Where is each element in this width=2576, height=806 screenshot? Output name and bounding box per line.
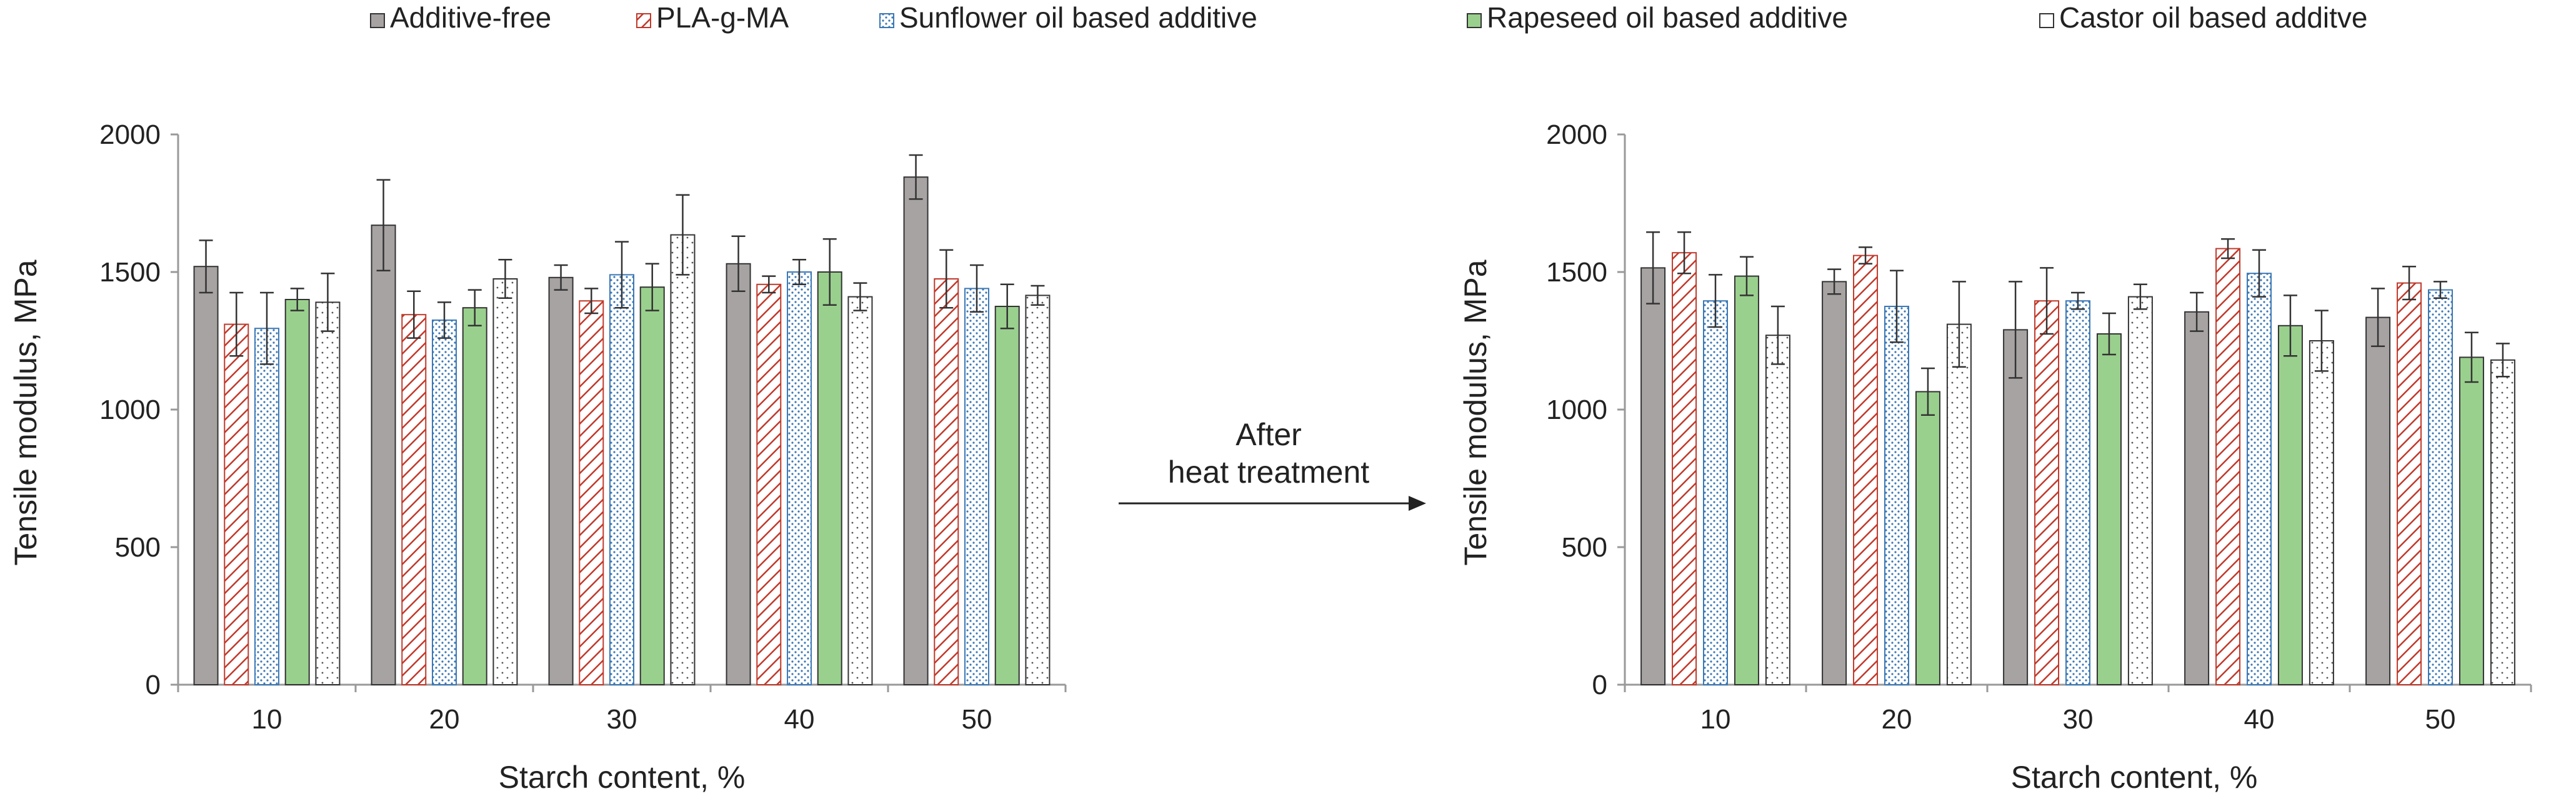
bar-rapeseed xyxy=(462,307,487,685)
bar-additive-free xyxy=(1640,267,1666,685)
bar-pla-g-ma xyxy=(401,314,427,685)
legend-label: Sunflower oil based additive xyxy=(899,1,1257,34)
bar-castor xyxy=(315,301,341,685)
bar-rapeseed xyxy=(639,286,665,685)
bar-pla-g-ma xyxy=(2397,282,2422,686)
bar-castor xyxy=(2127,296,2153,686)
heat-treatment-arrow: After heat treatment xyxy=(1119,417,1426,511)
x-axis-label: Starch content, % xyxy=(499,760,746,795)
legend-label: Castor oil based additve xyxy=(2059,1,2368,34)
bar-castor xyxy=(2309,340,2334,685)
legend-swatch xyxy=(879,13,894,28)
bar-castor xyxy=(1025,295,1051,685)
y-tick-label: 500 xyxy=(115,532,161,563)
bar-sunflower xyxy=(254,328,279,685)
legend-label: Rapeseed oil based additive xyxy=(1487,1,1848,34)
bar-additive-free xyxy=(548,276,574,685)
bar-additive-free xyxy=(193,266,219,685)
y-tick-label: 2000 xyxy=(1546,119,1607,150)
legend-swatch xyxy=(2039,13,2054,28)
bar-sunflower xyxy=(2428,289,2453,686)
bar-additive-free xyxy=(1822,281,1847,685)
y-tick-label: 2000 xyxy=(99,119,161,150)
legend-label: PLA-g-MA xyxy=(656,1,789,34)
bar-additive-free xyxy=(2365,316,2391,686)
legend-item-pla-g-ma: PLA-g-MA xyxy=(636,1,789,34)
legend-swatch xyxy=(1467,13,1482,28)
arrow-label-line2: heat treatment xyxy=(1168,455,1370,490)
bar-rapeseed xyxy=(1734,275,1759,686)
legend: Additive-free PLA-g-MA Sunflower oil bas… xyxy=(370,1,2368,34)
bar-additive-free xyxy=(2184,311,2210,685)
x-tick-label: 50 xyxy=(2425,704,2456,735)
bar-sunflower xyxy=(432,320,457,685)
x-tick-label: 40 xyxy=(2244,704,2275,735)
legend-item-rapeseed: Rapeseed oil based additive xyxy=(1467,1,1848,34)
x-tick-label: 10 xyxy=(1700,704,1731,735)
x-tick-label: 20 xyxy=(429,704,460,735)
bar-rapeseed xyxy=(1915,391,1940,686)
x-tick-label: 20 xyxy=(1882,704,1912,735)
bar-castor xyxy=(1946,323,1972,685)
bar-sunflower xyxy=(1884,306,1909,685)
bar-additive-free xyxy=(371,224,396,685)
arrow-label-line1: After xyxy=(1236,417,1302,452)
bar-pla-g-ma xyxy=(2215,248,2241,686)
bar-pla-g-ma xyxy=(1672,252,1697,685)
legend-swatch xyxy=(636,13,651,28)
bar-rapeseed xyxy=(2277,325,2303,685)
bar-sunflower xyxy=(964,288,989,685)
bar-sunflower xyxy=(2247,273,2272,685)
x-tick-label: 50 xyxy=(962,704,992,735)
bar-castor xyxy=(1765,335,1790,685)
bar-rapeseed xyxy=(817,271,842,685)
bar-sunflower xyxy=(1703,300,1728,685)
bar-rapeseed xyxy=(2459,356,2484,685)
bar-castor xyxy=(492,278,518,685)
y-axis-label: Tensile modulus, MPa xyxy=(1458,259,1493,565)
bar-rapeseed xyxy=(2096,333,2122,685)
bar-castor xyxy=(2490,359,2515,685)
bar-additive-free xyxy=(903,176,929,685)
x-tick-label: 40 xyxy=(784,704,815,735)
bar-pla-g-ma xyxy=(2034,300,2060,685)
bar-additive-free xyxy=(2003,329,2029,685)
y-tick-label: 0 xyxy=(146,670,161,700)
bar-castor xyxy=(847,296,873,686)
bar-castor xyxy=(670,234,696,686)
bar-sunflower xyxy=(787,271,812,685)
y-tick-label: 1000 xyxy=(1546,395,1607,425)
legend-label: Additive-free xyxy=(390,1,551,34)
bar-rapeseed xyxy=(284,299,310,685)
bar-sunflower xyxy=(2065,300,2090,685)
legend-item-castor: Castor oil based additve xyxy=(2039,1,2368,34)
bar-pla-g-ma xyxy=(579,300,604,685)
legend-item-additive-free: Additive-free xyxy=(370,1,551,34)
y-tick-label: 1500 xyxy=(99,257,161,288)
bar-pla-g-ma xyxy=(1853,254,1879,686)
legend-swatch xyxy=(370,13,385,28)
legend-item-sunflower: Sunflower oil based additive xyxy=(879,1,1257,34)
x-tick-label: 10 xyxy=(252,704,282,735)
y-tick-label: 500 xyxy=(1562,532,1607,563)
y-tick-label: 1500 xyxy=(1546,257,1607,288)
bar-pla-g-ma xyxy=(934,278,959,685)
x-tick-label: 30 xyxy=(607,704,637,735)
bar-rapeseed xyxy=(994,306,1020,685)
bar-sunflower xyxy=(609,274,634,685)
chart-after-heat-treatment: Tensile modulus, MPa Starch content, % 0… xyxy=(1458,119,2532,795)
chart-before-heat-treatment: Tensile modulus, MPa Starch content, % 0… xyxy=(8,119,1067,795)
bar-pla-g-ma xyxy=(224,323,249,685)
y-axis-label: Tensile modulus, MPa xyxy=(8,259,43,565)
bar-pla-g-ma xyxy=(756,283,782,685)
y-tick-label: 1000 xyxy=(99,395,161,425)
x-tick-label: 30 xyxy=(2063,704,2094,735)
bar-additive-free xyxy=(726,263,751,685)
x-axis-label: Starch content, % xyxy=(2011,760,2258,795)
arrow-head xyxy=(1409,496,1426,511)
y-tick-label: 0 xyxy=(1592,670,1607,700)
